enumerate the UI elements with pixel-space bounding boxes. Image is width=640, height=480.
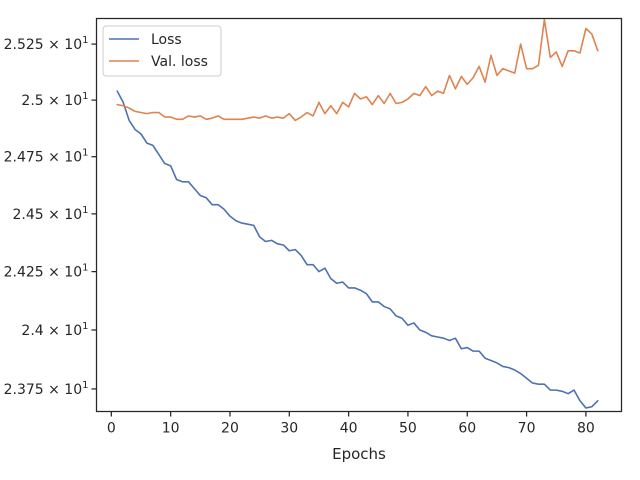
y-tick-label: 2.525 × 101 (4, 35, 89, 53)
x-tick-label: 30 (280, 421, 298, 437)
legend-label-val-loss: Val. loss (151, 54, 208, 70)
series-layer (116, 18, 599, 409)
y-tick-label: 2.475 × 101 (4, 148, 89, 166)
x-tick-label: 50 (399, 421, 417, 437)
x-tick-label: 60 (458, 421, 476, 437)
y-tick-label: 2.425 × 101 (4, 263, 89, 281)
plot-area (95, 17, 623, 413)
x-tick-label: 10 (162, 421, 180, 437)
x-tick-label: 20 (221, 421, 239, 437)
y-tick-label: 2.5 × 101 (21, 91, 88, 109)
x-axis: 0 10 20 30 40 50 60 70 80 (107, 411, 595, 437)
series-line-loss (116, 90, 599, 409)
x-tick-label: 40 (340, 421, 358, 437)
x-tick-label: 80 (577, 421, 595, 437)
x-axis-label: Epochs (332, 445, 386, 463)
legend-label-loss: Loss (151, 32, 182, 48)
y-tick-label: 2.4 × 101 (21, 321, 88, 339)
legend: Loss Val. loss (102, 25, 222, 77)
x-tick-label: 70 (518, 421, 536, 437)
series-line-val-loss (116, 18, 599, 122)
y-axis: 2.375 × 101 2.4 × 101 2.425 × 101 2.45 × 10… (4, 35, 97, 398)
y-tick-label: 2.375 × 101 (4, 380, 89, 398)
plot-frame (95, 17, 623, 413)
x-tick-label: 0 (107, 421, 116, 437)
y-tick-label: 2.45 × 101 (13, 205, 89, 223)
